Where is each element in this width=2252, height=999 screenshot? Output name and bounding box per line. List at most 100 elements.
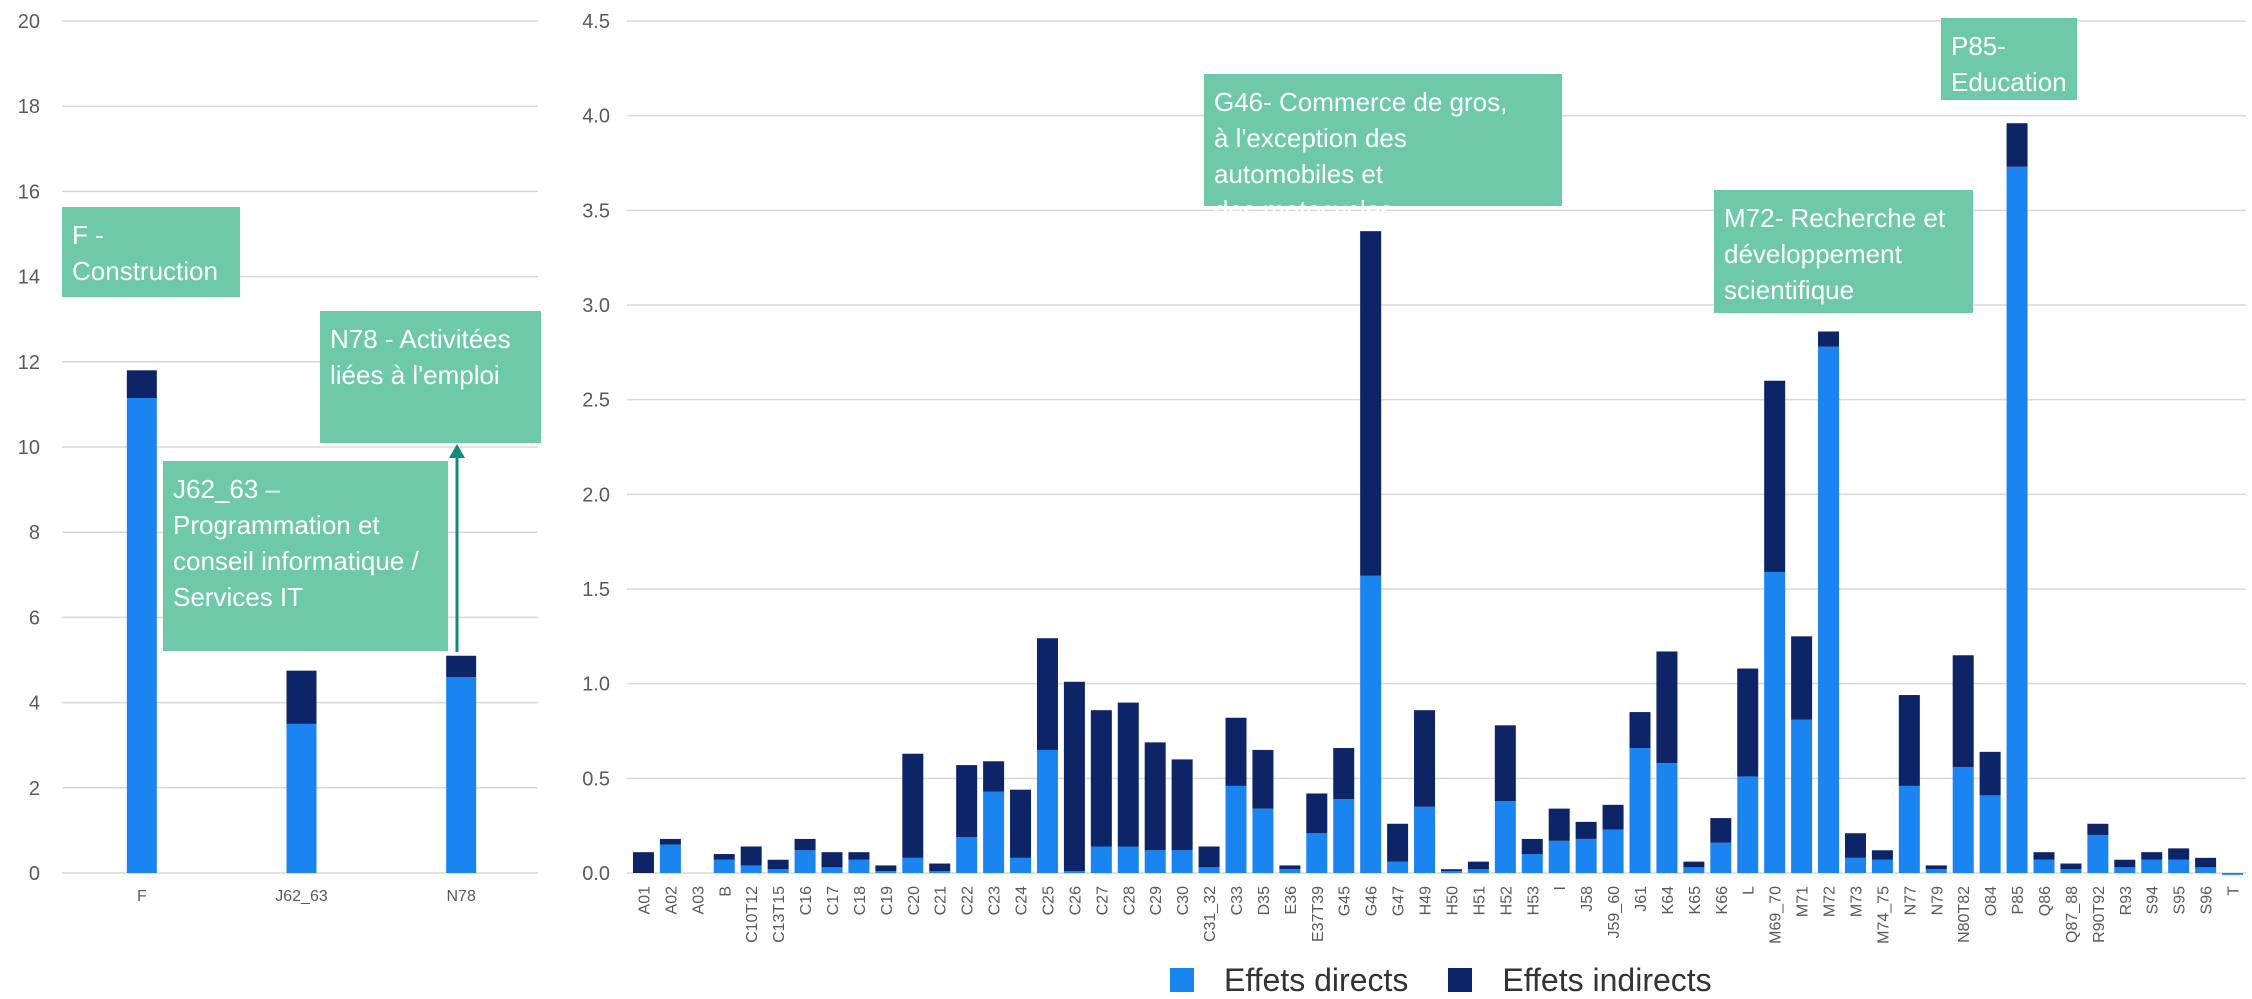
right-x-tick-label: J58	[1579, 886, 1596, 912]
right-x-tick-label: G45	[1337, 886, 1354, 916]
right-x-tick-label: C19	[879, 886, 896, 915]
right-y-tick-label: 0.5	[582, 768, 610, 790]
right-x-tick-label: T	[2226, 886, 2243, 896]
right-x-tick-label: A03	[690, 886, 707, 915]
right-bar-direct-S95	[2168, 859, 2190, 873]
right-x-tick-label: Q86	[2037, 886, 2054, 916]
right-bar-indirect-J61	[1629, 712, 1651, 749]
right-bar-direct-C22	[956, 837, 978, 873]
right-x-tick-label: C22	[960, 886, 977, 915]
right-x-tick-label: G47	[1391, 886, 1408, 916]
right-x-tick-label: C30	[1175, 886, 1192, 915]
left-y-tick-label: 6	[29, 607, 40, 629]
right-x-tick-label: C33	[1229, 886, 1246, 915]
legend-label-direct: Effets directs	[1224, 961, 1409, 998]
right-y-tick-label: 1.0	[582, 674, 610, 696]
right-bar-indirect-N80T82	[1952, 655, 1974, 767]
right-bar-direct-C25	[1036, 749, 1058, 873]
left-y-tick-label: 16	[18, 181, 40, 203]
legend-swatch-indirect	[1448, 968, 1473, 992]
right-bar-direct-C21	[929, 871, 951, 873]
right-bar-indirect-S95	[2168, 848, 2190, 860]
right-bar-direct-I	[1548, 840, 1570, 873]
right-x-tick-label: C23	[987, 886, 1004, 915]
right-bar-direct-L	[1737, 776, 1759, 873]
left-bar-indirect-J62_63	[286, 670, 317, 724]
right-bar-direct-C24	[1010, 857, 1032, 873]
right-x-tick-label: C20	[906, 886, 923, 915]
left-bar-indirect-N78	[446, 655, 477, 678]
right-x-tick-label: E36	[1283, 886, 1300, 915]
right-x-tick-label: L	[1741, 886, 1758, 895]
right-bar-indirect-C29	[1144, 742, 1166, 851]
right-x-tick-label: M72	[1822, 886, 1839, 917]
right-bar-indirect-R93	[2114, 859, 2136, 868]
right-bar-indirect-C30	[1171, 759, 1193, 851]
right-bar-indirect-C23	[983, 761, 1005, 792]
right-bar-direct-C13T15	[767, 869, 789, 873]
right-x-tick-label: C24	[1014, 886, 1031, 915]
right-x-tick-label: H52	[1498, 886, 1515, 915]
right-bar-indirect-C31_32	[1198, 846, 1220, 868]
right-x-tick-label: A01	[636, 886, 653, 915]
right-bar-indirect-N77	[1898, 695, 1920, 786]
right-bar-direct-C18	[848, 859, 870, 873]
right-x-tick-label: C26	[1067, 886, 1084, 915]
right-bar-indirect-C20	[902, 753, 924, 858]
left-y-tick-label: 10	[18, 437, 40, 459]
right-bar-direct-C19	[875, 871, 897, 873]
right-bar-indirect-N79	[1925, 865, 1947, 870]
right-bar-indirect-C22	[956, 765, 978, 838]
right-bar-direct-N79	[1925, 869, 1947, 873]
right-bar-direct-M71	[1791, 719, 1813, 873]
right-bar-direct-K66	[1710, 842, 1732, 873]
right-x-tick-label: C18	[852, 886, 869, 915]
right-x-tick-label: C28	[1121, 886, 1138, 915]
right-bar-indirect-M72	[1818, 331, 1840, 347]
right-bar-direct-K64	[1656, 763, 1678, 873]
right-bar-indirect-K65	[1683, 861, 1705, 868]
right-x-tick-label: N79	[1929, 886, 1946, 915]
right-bar-direct-M73	[1844, 857, 1866, 873]
right-x-tick-label: J59_60	[1606, 886, 1623, 939]
right-bar-direct-J61	[1629, 748, 1651, 873]
right-x-tick-label: H53	[1525, 886, 1542, 915]
right-bar-direct-C17	[821, 867, 843, 873]
annotation-j62-63: J62_63 – Programmation et conseil inform…	[163, 461, 448, 651]
right-bar-indirect-A01	[632, 852, 654, 873]
right-bar-indirect-M69_70	[1764, 380, 1786, 572]
right-y-tick-label: 0.0	[582, 863, 610, 885]
right-bar-indirect-B	[713, 854, 735, 860]
right-x-tick-label: C31_32	[1202, 886, 1219, 942]
right-bar-indirect-C26	[1063, 681, 1085, 872]
right-x-tick-label: D35	[1256, 886, 1273, 915]
right-y-tick-label: 2.0	[582, 484, 610, 506]
right-bar-direct-M69_70	[1764, 571, 1786, 873]
right-x-tick-label: C29	[1148, 886, 1165, 915]
right-bar-indirect-I	[1548, 808, 1570, 841]
right-y-tick-label: 4.0	[582, 106, 610, 128]
right-y-tick-label: 4.5	[582, 11, 610, 33]
right-bar-indirect-O84	[1979, 751, 2001, 796]
right-bar-indirect-C19	[875, 865, 897, 872]
left-bar-direct-N78	[446, 677, 477, 873]
right-bar-direct-C33	[1225, 785, 1247, 873]
right-bar-direct-H50	[1440, 871, 1462, 873]
right-bar-direct-C31_32	[1198, 867, 1220, 873]
right-bar-direct-B	[713, 859, 735, 873]
right-x-tick-label: S96	[2199, 886, 2216, 915]
right-bar-direct-Q87_88	[2060, 869, 2082, 873]
left-y-tick-label: 4	[29, 693, 40, 715]
right-bar-direct-H52	[1494, 801, 1516, 873]
left-y-tick-label: 20	[18, 11, 40, 33]
right-x-tick-label: H51	[1471, 886, 1488, 915]
right-bar-direct-N80T82	[1952, 766, 1974, 873]
right-x-tick-label: G46	[1364, 886, 1381, 916]
right-x-tick-label: M74_75	[1875, 886, 1892, 944]
right-bar-indirect-C16	[794, 838, 816, 851]
right-x-tick-label: O84	[1983, 886, 2000, 916]
right-x-tick-label: M69_70	[1768, 886, 1785, 944]
right-bar-direct-R93	[2114, 867, 2136, 873]
right-x-tick-label: R90T92	[2091, 886, 2108, 943]
right-bar-direct-C29	[1144, 850, 1166, 873]
